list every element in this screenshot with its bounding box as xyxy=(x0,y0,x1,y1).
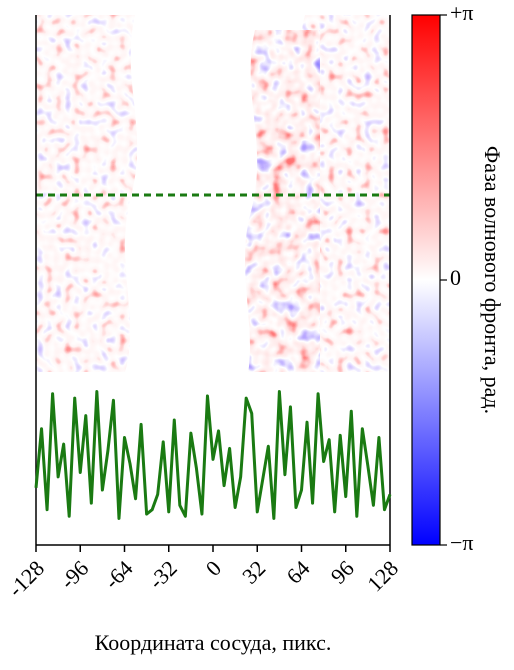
colorbar-tick-label: +π xyxy=(450,0,474,25)
colorbar-tick-label: 0 xyxy=(450,265,461,290)
x-tick-label: 64 xyxy=(281,555,314,588)
x-tick-label: 32 xyxy=(237,555,270,588)
phase-map xyxy=(36,15,390,372)
colorbar-tick-label: −π xyxy=(450,530,474,555)
x-tick-label: 96 xyxy=(326,555,359,588)
x-axis-label: Координата сосуда, пикс. xyxy=(95,630,332,655)
colorbar xyxy=(411,14,441,546)
profile xyxy=(34,390,392,520)
x-tick-label: -64 xyxy=(99,555,137,593)
x-tick-label: 0 xyxy=(201,555,226,580)
x-tick-label: 128 xyxy=(362,555,403,596)
x-tick-label: -96 xyxy=(55,555,93,593)
colorbar-label: Фаза волнового фронта, рад. xyxy=(480,146,505,414)
x-tick-label: -32 xyxy=(143,555,181,593)
x-tick-label: -128 xyxy=(3,555,49,601)
